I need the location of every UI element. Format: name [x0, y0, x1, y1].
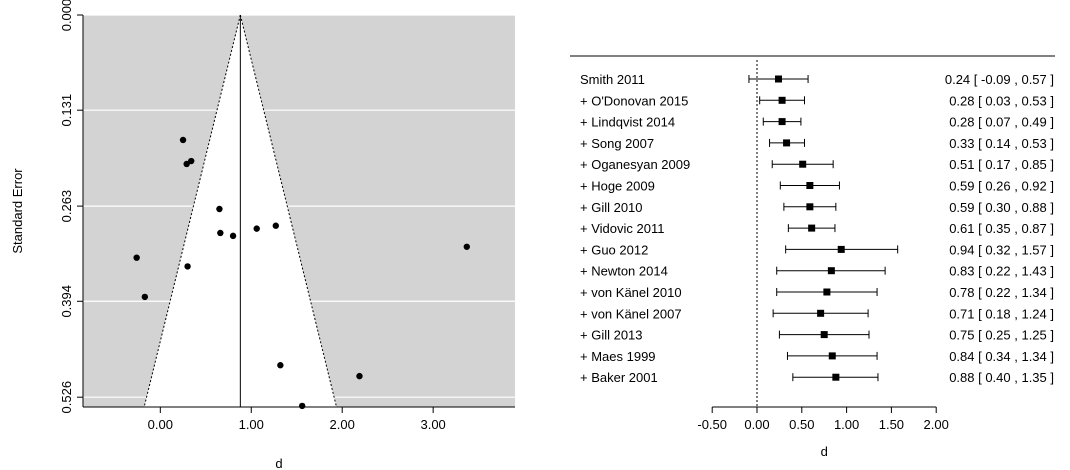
forest-estimate-14	[832, 373, 840, 381]
forest-estimate-13	[828, 352, 836, 360]
forest-ci-text-8: 0.94 [ 0.32 , 1.57 ]	[949, 242, 1054, 257]
forest-ci-text-5: 0.59 [ 0.26 , 0.92 ]	[949, 179, 1054, 194]
funnel-x-tick-label-3: 3.00	[420, 417, 445, 432]
forest-x-tick-label-3: 1.00	[834, 417, 859, 432]
funnel-right-boundary	[239, 14, 337, 408]
funnel-point-7	[272, 222, 280, 229]
forest-ci-text-2: 0.28 [ 0.07 , 0.49 ]	[949, 115, 1054, 130]
forest-estimate-4	[799, 160, 807, 168]
forest-estimate-5	[806, 182, 814, 189]
forest-study-label-10: + von Känel 2010	[580, 285, 682, 300]
forest-study-label-4: + Oganesyan 2009	[580, 157, 690, 172]
forest-x-tick-label-2: 0.50	[789, 417, 814, 432]
forest-study-label-11: + von Känel 2007	[580, 306, 682, 321]
forest-study-label-13: + Maes 1999	[580, 349, 656, 364]
funnel-y-axis-title: Standard Error	[10, 168, 25, 254]
funnel-point-8	[184, 263, 191, 270]
funnel-y-tick-label-2: 0.263	[59, 190, 74, 223]
forest-ci-text-9: 0.83 [ 0.22 , 1.43 ]	[949, 264, 1054, 279]
forest-ci-text-3: 0.33 [ 0.14 , 0.53 ]	[949, 136, 1054, 151]
funnel-point-11	[463, 243, 470, 250]
forest-ci-text-6: 0.59 [ 0.30 , 0.88 ]	[949, 200, 1054, 215]
forest-estimate-8	[837, 245, 845, 253]
funnel-y-tick-label-1: 0.131	[59, 94, 74, 127]
forest-ci-text-12: 0.75 [ 0.25 , 1.25 ]	[949, 328, 1054, 343]
forest-study-label-9: + Newton 2014	[580, 264, 668, 279]
forest-study-label-12: + Gill 2013	[580, 328, 643, 343]
forest-estimate-10	[823, 288, 831, 296]
funnel-point-14	[298, 402, 306, 410]
funnel-plot: 0.00 1.00 2.00 3.00 0.000 0.131 0.263 0.394 0.52…	[10, 0, 515, 470]
forest-study-label-1: + O'Donovan 2015	[580, 93, 688, 108]
forest-study-label-14: + Baker 2001	[580, 370, 658, 385]
funnel-point-2	[188, 157, 195, 165]
funnel-y-tick-label-3: 0.394	[59, 285, 74, 318]
forest-study-label-6: + Gill 2010	[580, 200, 643, 215]
forest-ci-text-11: 0.71 [ 0.18 , 1.24 ]	[949, 306, 1054, 321]
funnel-point-12	[277, 362, 284, 369]
forest-x-tick-label-4: 1.50	[879, 417, 904, 432]
forest-study-label-3: + Song 2007	[580, 136, 654, 151]
funnel-y-tick-label-0: 0.000	[59, 0, 74, 31]
forest-estimate-12	[820, 331, 828, 339]
funnel-point-5	[229, 232, 237, 240]
forest-ci-text-13: 0.84 [ 0.34 , 1.34 ]	[949, 349, 1054, 364]
forest-estimate-1	[778, 96, 786, 104]
forest-ci-text-10: 0.78 [ 0.22 , 1.34 ]	[949, 285, 1054, 300]
funnel-x-tick-label-1: 1.00	[239, 417, 264, 432]
funnel-point-9	[133, 254, 140, 261]
forest-estimate-0	[775, 75, 783, 83]
funnel-point-1	[183, 160, 190, 168]
funnel-x-axis-title: d	[275, 456, 282, 470]
funnel-x-tick-label-0: 0.00	[148, 417, 173, 432]
funnel-point-4	[217, 229, 224, 237]
funnel-point-13	[356, 372, 363, 380]
forest-x-tick-label-0: -0.50	[697, 417, 727, 432]
funnel-y-tick-label-4: 0.526	[59, 381, 74, 414]
forest-plot: Smith 2011 0.24 [ -0.09 , 0.57 ] + O'Donov…	[570, 55, 1055, 459]
funnel-point-0	[179, 136, 187, 144]
forest-estimate-3	[783, 139, 791, 147]
forest-study-label-5: + Hoge 2009	[580, 179, 655, 194]
forest-x-axis-title: d	[821, 444, 828, 459]
forest-ci-text-1: 0.28 [ 0.03 , 0.53 ]	[949, 93, 1054, 108]
forest-estimate-7	[808, 224, 816, 232]
funnel-point-6	[253, 225, 260, 232]
funnel-x-tick-label-2: 2.00	[330, 417, 355, 432]
forest-estimate-11	[817, 309, 825, 317]
forest-estimate-6	[806, 203, 814, 211]
forest-x-tick-label-5: 2.00	[924, 417, 949, 432]
forest-study-label-2: + Lindqvist 2014	[580, 115, 675, 130]
forest-ci-text-7: 0.61 [ 0.35 , 0.87 ]	[949, 221, 1054, 236]
forest-ci-text-14: 0.88 [ 0.40 , 1.35 ]	[949, 370, 1054, 385]
forest-study-label-8: + Guo 2012	[580, 242, 648, 257]
forest-ci-text-0: 0.24 [ -0.09 , 0.57 ]	[945, 72, 1054, 87]
forest-estimate-9	[827, 267, 835, 275]
funnel-point-10	[141, 293, 149, 301]
forest-study-label-7: + Vidovic 2011	[580, 221, 664, 236]
forest-ci-text-4: 0.51 [ 0.17 , 0.85 ]	[949, 157, 1054, 172]
forest-study-label-0: Smith 2011	[580, 72, 645, 87]
forest-x-tick-label-1: 0.00	[744, 417, 769, 432]
funnel-left-boundary	[143, 14, 241, 408]
forest-estimate-2	[778, 118, 786, 126]
funnel-point-3	[216, 205, 223, 213]
